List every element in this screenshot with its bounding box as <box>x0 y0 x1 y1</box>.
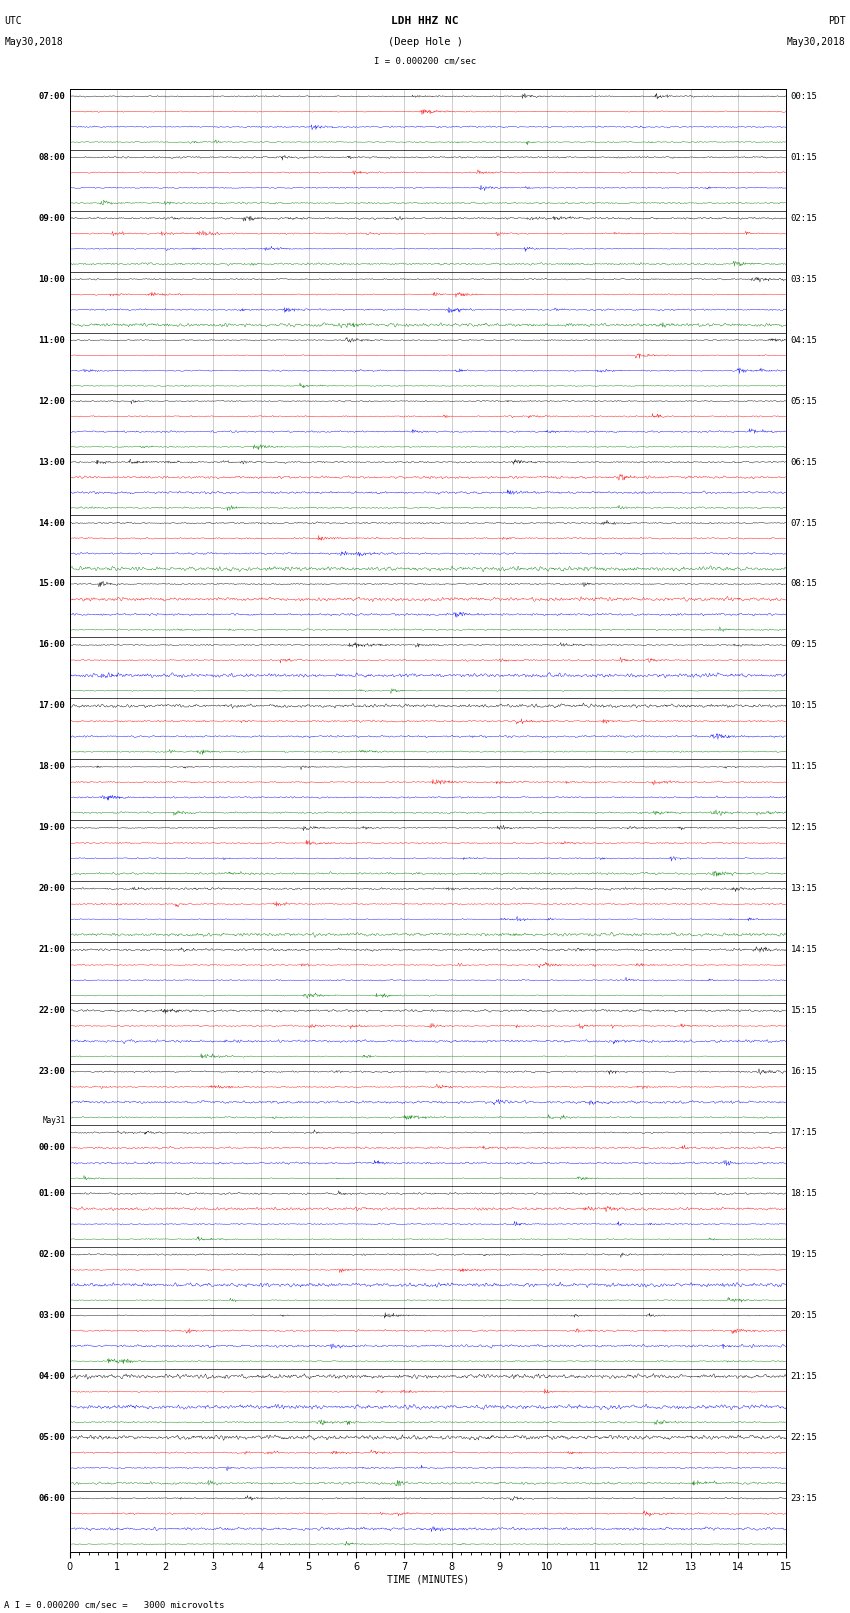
Text: 18:00: 18:00 <box>38 763 65 771</box>
Text: 02:00: 02:00 <box>38 1250 65 1260</box>
Text: 11:15: 11:15 <box>790 763 818 771</box>
Text: 15:15: 15:15 <box>790 1007 818 1015</box>
Text: 23:15: 23:15 <box>790 1494 818 1503</box>
Text: 07:15: 07:15 <box>790 518 818 527</box>
Text: 04:00: 04:00 <box>38 1373 65 1381</box>
Text: 07:00: 07:00 <box>38 92 65 102</box>
Text: 03:15: 03:15 <box>790 274 818 284</box>
Text: 10:00: 10:00 <box>38 274 65 284</box>
Text: 16:00: 16:00 <box>38 640 65 650</box>
Text: I = 0.000200 cm/sec: I = 0.000200 cm/sec <box>374 56 476 66</box>
Text: 06:00: 06:00 <box>38 1494 65 1503</box>
Text: 00:00: 00:00 <box>38 1144 65 1152</box>
Text: 08:15: 08:15 <box>790 579 818 589</box>
Text: 14:15: 14:15 <box>790 945 818 955</box>
Text: 01:00: 01:00 <box>38 1189 65 1198</box>
Text: 20:00: 20:00 <box>38 884 65 894</box>
Text: 18:15: 18:15 <box>790 1189 818 1198</box>
Text: 02:15: 02:15 <box>790 215 818 223</box>
Text: May30,2018: May30,2018 <box>787 37 846 47</box>
Text: UTC: UTC <box>4 16 22 26</box>
Text: 00:15: 00:15 <box>790 92 818 102</box>
Text: 09:15: 09:15 <box>790 640 818 650</box>
Text: A I = 0.000200 cm/sec =   3000 microvolts: A I = 0.000200 cm/sec = 3000 microvolts <box>4 1600 224 1610</box>
Text: 13:15: 13:15 <box>790 884 818 894</box>
Text: 06:15: 06:15 <box>790 458 818 466</box>
Text: (Deep Hole ): (Deep Hole ) <box>388 37 462 47</box>
Text: 21:15: 21:15 <box>790 1373 818 1381</box>
Text: May31: May31 <box>42 1116 65 1124</box>
Text: 11:00: 11:00 <box>38 336 65 345</box>
Text: 03:00: 03:00 <box>38 1311 65 1319</box>
Text: 08:00: 08:00 <box>38 153 65 161</box>
Text: 15:00: 15:00 <box>38 579 65 589</box>
Text: 14:00: 14:00 <box>38 518 65 527</box>
Text: 22:00: 22:00 <box>38 1007 65 1015</box>
Text: 09:00: 09:00 <box>38 215 65 223</box>
Text: 17:00: 17:00 <box>38 702 65 710</box>
Text: 04:15: 04:15 <box>790 336 818 345</box>
Text: May30,2018: May30,2018 <box>4 37 63 47</box>
Text: 13:00: 13:00 <box>38 458 65 466</box>
Text: LDH HHZ NC: LDH HHZ NC <box>391 16 459 26</box>
Text: 23:00: 23:00 <box>38 1068 65 1076</box>
Text: 16:15: 16:15 <box>790 1068 818 1076</box>
Text: 20:15: 20:15 <box>790 1311 818 1319</box>
Text: 05:15: 05:15 <box>790 397 818 405</box>
Text: 01:15: 01:15 <box>790 153 818 161</box>
Text: 19:00: 19:00 <box>38 823 65 832</box>
Text: 19:15: 19:15 <box>790 1250 818 1260</box>
Text: 10:15: 10:15 <box>790 702 818 710</box>
Text: 05:00: 05:00 <box>38 1432 65 1442</box>
Text: 21:00: 21:00 <box>38 945 65 955</box>
Text: 22:15: 22:15 <box>790 1432 818 1442</box>
X-axis label: TIME (MINUTES): TIME (MINUTES) <box>387 1574 469 1586</box>
Text: 12:00: 12:00 <box>38 397 65 405</box>
Text: 12:15: 12:15 <box>790 823 818 832</box>
Text: 17:15: 17:15 <box>790 1127 818 1137</box>
Text: PDT: PDT <box>828 16 846 26</box>
